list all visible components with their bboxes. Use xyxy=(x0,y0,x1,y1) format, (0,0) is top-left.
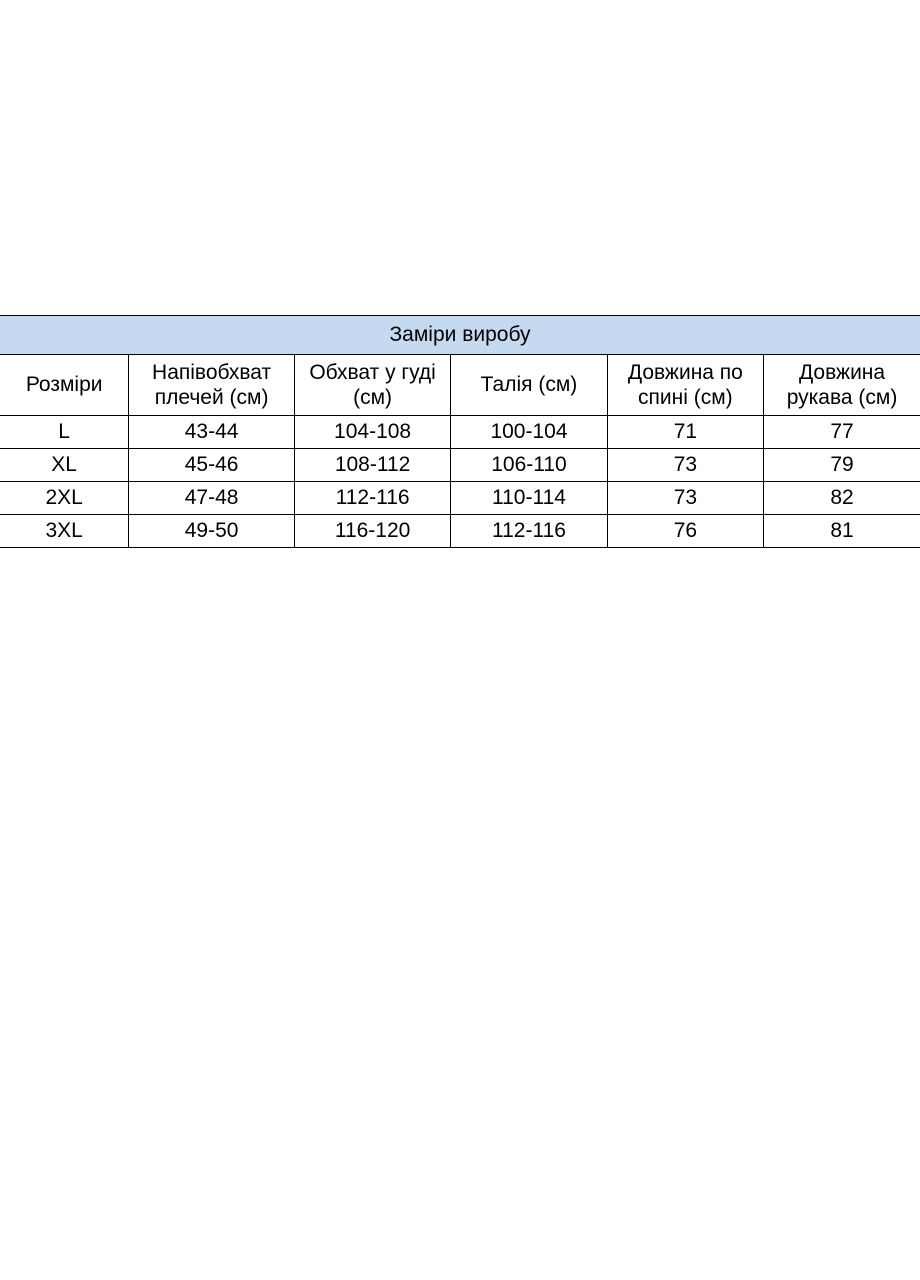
cell: 81 xyxy=(764,515,920,548)
cell: XL xyxy=(0,449,129,482)
cell: 104-108 xyxy=(294,416,450,449)
cell: 108-112 xyxy=(294,449,450,482)
column-header: Обхват у гуді (см) xyxy=(294,355,450,416)
table-body: L 43-44 104-108 100-104 71 77 XL 45-46 1… xyxy=(0,416,920,548)
cell: 71 xyxy=(607,416,763,449)
cell: 79 xyxy=(764,449,920,482)
cell: 77 xyxy=(764,416,920,449)
table-row: 3XL 49-50 116-120 112-116 76 81 xyxy=(0,515,920,548)
column-header: Напівобхват плечей (см) xyxy=(129,355,295,416)
size-table: Заміри виробу Розміри Напівобхват плечей… xyxy=(0,315,920,548)
cell: 43-44 xyxy=(129,416,295,449)
cell: 49-50 xyxy=(129,515,295,548)
cell: 100-104 xyxy=(451,416,607,449)
cell: 47-48 xyxy=(129,482,295,515)
cell: 45-46 xyxy=(129,449,295,482)
table-row: XL 45-46 108-112 106-110 73 79 xyxy=(0,449,920,482)
cell: 3XL xyxy=(0,515,129,548)
cell: 112-116 xyxy=(294,482,450,515)
table-title: Заміри виробу xyxy=(0,316,920,355)
table-row: 2XL 47-48 112-116 110-114 73 82 xyxy=(0,482,920,515)
cell: 82 xyxy=(764,482,920,515)
cell: 106-110 xyxy=(451,449,607,482)
column-header: Довжина рукава (см) xyxy=(764,355,920,416)
cell: L xyxy=(0,416,129,449)
cell: 73 xyxy=(607,449,763,482)
cell: 112-116 xyxy=(451,515,607,548)
cell: 73 xyxy=(607,482,763,515)
cell: 110-114 xyxy=(451,482,607,515)
column-header: Розміри xyxy=(0,355,129,416)
column-header: Талія (см) xyxy=(451,355,607,416)
table-row: L 43-44 104-108 100-104 71 77 xyxy=(0,416,920,449)
cell: 76 xyxy=(607,515,763,548)
cell: 116-120 xyxy=(294,515,450,548)
column-header: Довжина по спині (см) xyxy=(607,355,763,416)
cell: 2XL xyxy=(0,482,129,515)
